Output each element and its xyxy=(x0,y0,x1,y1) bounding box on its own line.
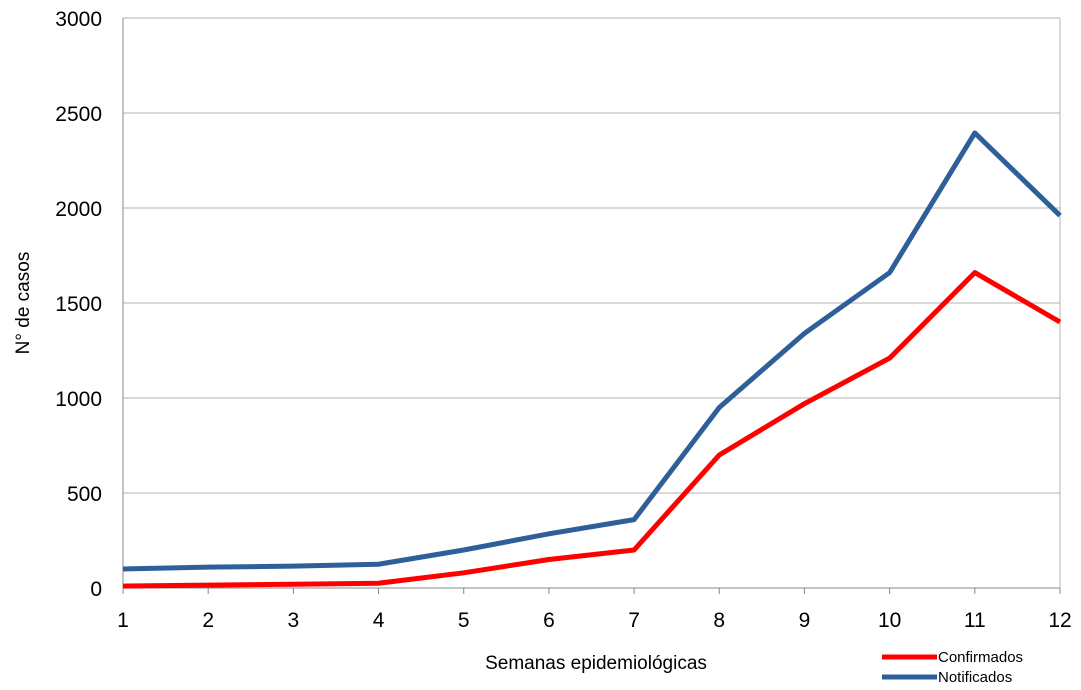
x-tick-label: 10 xyxy=(878,609,901,632)
y-axis-title: N° de casos xyxy=(13,252,34,355)
axes xyxy=(122,18,1061,594)
legend-label-notificados: Notificados xyxy=(938,669,1012,686)
series-lines xyxy=(122,130,1062,589)
y-tick-label: 1000 xyxy=(55,388,102,411)
x-tick-label: 6 xyxy=(543,609,555,632)
y-tick-label: 1500 xyxy=(55,293,102,316)
legend-label-confirmados: Confirmados xyxy=(938,649,1023,666)
x-tick-label: 7 xyxy=(628,609,640,632)
gridlines xyxy=(123,17,1060,494)
y-tick-label: 3000 xyxy=(55,8,102,31)
x-axis-title: Semanas epidemiológicas xyxy=(485,653,707,674)
x-tick-label: 12 xyxy=(1048,609,1071,632)
y-tick-label: 500 xyxy=(67,483,102,506)
series-line-confirmados xyxy=(122,270,1062,589)
y-tick-label: 2000 xyxy=(55,198,102,221)
x-tick-label: 4 xyxy=(373,609,385,632)
y-tick-label: 0 xyxy=(90,578,102,601)
x-tick-label: 5 xyxy=(458,609,470,632)
x-tick-label: 3 xyxy=(288,609,300,632)
x-tick-label: 9 xyxy=(799,609,811,632)
x-tick-label: 1 xyxy=(117,609,129,632)
legend: Confirmados Notificados xyxy=(882,649,1023,686)
x-tick-label: 8 xyxy=(713,609,725,632)
x-tick-label: 2 xyxy=(202,609,214,632)
x-tick-label: 11 xyxy=(964,609,986,632)
series-line-notificados xyxy=(122,130,1062,572)
y-tick-label: 2500 xyxy=(55,103,102,126)
